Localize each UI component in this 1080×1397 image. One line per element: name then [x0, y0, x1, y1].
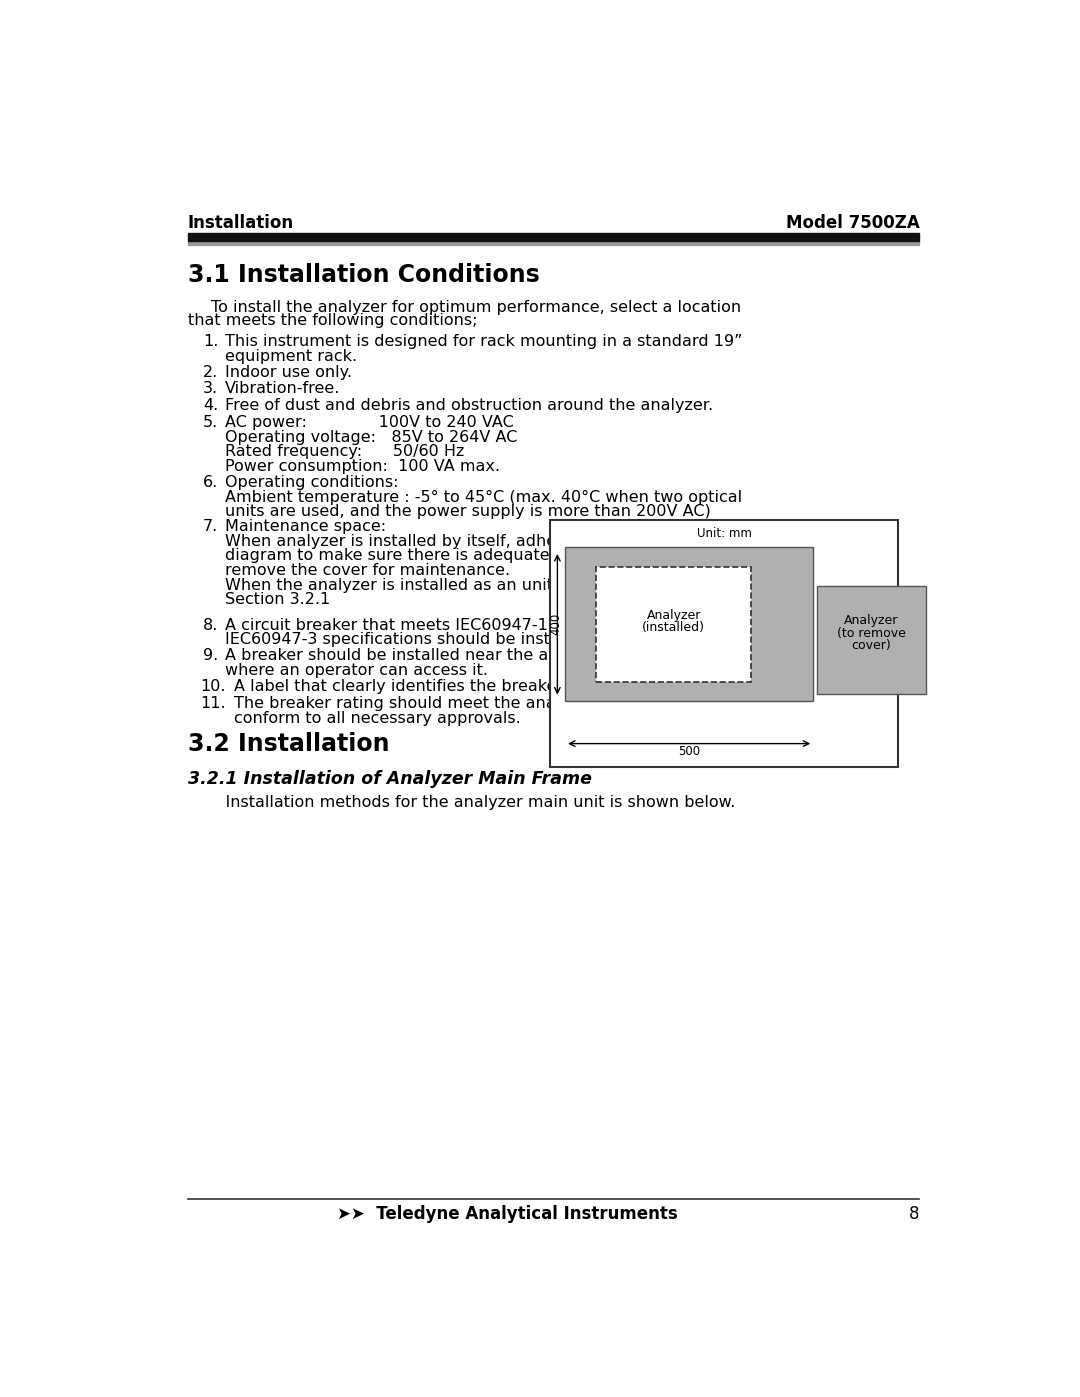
Text: Free of dust and debris and obstruction around the analyzer.: Free of dust and debris and obstruction … — [225, 398, 713, 414]
Text: Analyzer: Analyzer — [845, 615, 899, 627]
Text: diagram to make sure there is adequate space to: diagram to make sure there is adequate s… — [225, 549, 623, 563]
Text: 6.: 6. — [203, 475, 218, 490]
Text: 7.: 7. — [203, 520, 218, 534]
Text: 3.2 Installation: 3.2 Installation — [188, 732, 389, 756]
Text: 9.: 9. — [203, 648, 218, 664]
Text: 2.: 2. — [203, 365, 218, 380]
Text: 10.: 10. — [200, 679, 226, 694]
Text: cover): cover) — [851, 638, 891, 652]
Text: Operating conditions:: Operating conditions: — [225, 475, 399, 490]
Text: Model 7500ZA: Model 7500ZA — [785, 214, 919, 232]
Text: 8.: 8. — [203, 617, 218, 633]
Text: Operating voltage:   85V to 264V AC: Operating voltage: 85V to 264V AC — [225, 430, 517, 444]
Bar — [188, 240, 919, 246]
Text: 4.: 4. — [203, 398, 218, 414]
Text: IEC60947-3 specifications should be installed.: IEC60947-3 specifications should be inst… — [225, 633, 594, 647]
Text: ➤➤  Teledyne Analytical Instruments: ➤➤ Teledyne Analytical Instruments — [337, 1204, 677, 1222]
Bar — [565, 548, 813, 701]
Text: When the analyzer is installed as an unit, See: When the analyzer is installed as an uni… — [225, 577, 593, 592]
Text: where an operator can access it.: where an operator can access it. — [225, 664, 488, 678]
Text: The breaker rating should meet the analyzer rating max 2A and: The breaker rating should meet the analy… — [234, 696, 750, 711]
Text: Installation methods for the analyzer main unit is shown below.: Installation methods for the analyzer ma… — [205, 795, 735, 810]
Text: This instrument is designed for rack mounting in a standard 19”: This instrument is designed for rack mou… — [225, 334, 742, 349]
Bar — [816, 585, 926, 693]
Text: 1.: 1. — [203, 334, 218, 349]
Text: Ambient temperature : -5° to 45°C (max. 40°C when two optical: Ambient temperature : -5° to 45°C (max. … — [225, 490, 742, 504]
Text: Analyzer: Analyzer — [647, 609, 701, 622]
Text: Rated frequency:      50/60 Hz: Rated frequency: 50/60 Hz — [225, 444, 464, 460]
Text: (installed): (installed) — [643, 622, 705, 634]
Text: 3.: 3. — [203, 381, 218, 397]
Text: 11.: 11. — [200, 696, 226, 711]
Text: Indoor use only.: Indoor use only. — [225, 365, 352, 380]
Text: When analyzer is installed by itself, adhere to the: When analyzer is installed by itself, ad… — [225, 534, 625, 549]
Text: 3.2.1 Installation of Analyzer Main Frame: 3.2.1 Installation of Analyzer Main Fram… — [188, 770, 592, 788]
Text: 3.1 Installation Conditions: 3.1 Installation Conditions — [188, 263, 539, 286]
Text: Maintenance space:: Maintenance space: — [225, 520, 386, 534]
Text: Section 3.2.1: Section 3.2.1 — [225, 592, 330, 608]
Text: Vibration-free.: Vibration-free. — [225, 381, 340, 397]
Text: AC power:              100V to 240 VAC: AC power: 100V to 240 VAC — [225, 415, 514, 430]
Text: 500: 500 — [678, 745, 700, 759]
Text: Unit: mm: Unit: mm — [697, 527, 752, 541]
Text: equipment rack.: equipment rack. — [225, 349, 357, 363]
Text: remove the cover for maintenance.: remove the cover for maintenance. — [225, 563, 510, 578]
Text: units are used, and the power supply is more than 200V AC): units are used, and the power supply is … — [225, 504, 711, 520]
Bar — [596, 567, 751, 682]
Text: A breaker should be installed near the analyzer: A breaker should be installed near the a… — [225, 648, 607, 664]
Text: Installation: Installation — [188, 214, 294, 232]
Text: A circuit breaker that meets IEC60947-1 and: A circuit breaker that meets IEC60947-1 … — [225, 617, 583, 633]
Text: conform to all necessary approvals.: conform to all necessary approvals. — [234, 711, 521, 726]
Text: 5.: 5. — [203, 415, 218, 430]
Text: Power consumption:  100 VA max.: Power consumption: 100 VA max. — [225, 460, 500, 474]
Text: (to remove: (to remove — [837, 627, 906, 640]
Text: that meets the following conditions;: that meets the following conditions; — [188, 313, 477, 328]
Bar — [550, 520, 899, 767]
Text: 400: 400 — [550, 613, 563, 636]
Text: To install the analyzer for optimum performance, select a location: To install the analyzer for optimum perf… — [211, 299, 741, 314]
Text: A label that clearly identifies the breaker should be visible.: A label that clearly identifies the brea… — [234, 679, 708, 694]
Text: 8: 8 — [908, 1204, 919, 1222]
Bar — [188, 233, 919, 240]
